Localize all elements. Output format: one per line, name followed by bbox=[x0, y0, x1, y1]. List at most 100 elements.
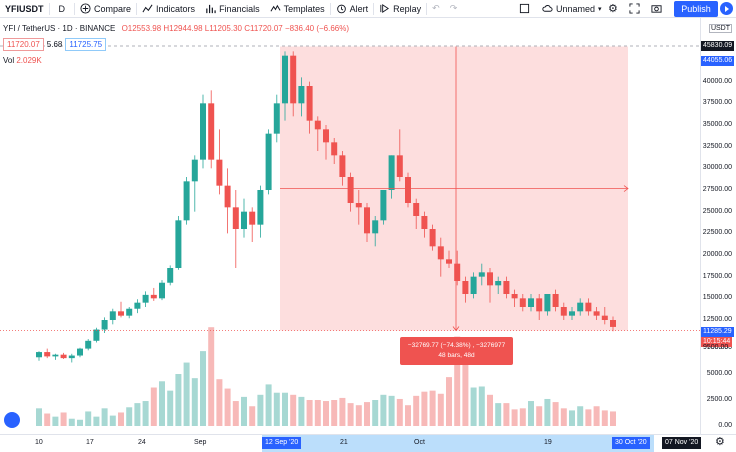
candle-body[interactable] bbox=[323, 129, 329, 143]
candle-body[interactable] bbox=[585, 302, 592, 312]
candle-body[interactable] bbox=[44, 352, 51, 357]
play-icon[interactable] bbox=[720, 2, 733, 15]
candle-body[interactable] bbox=[519, 298, 526, 307]
candle-body[interactable] bbox=[396, 155, 403, 177]
candle-body[interactable] bbox=[306, 86, 313, 121]
candle-body[interactable] bbox=[126, 308, 133, 316]
layout-toggle-button[interactable] bbox=[514, 0, 538, 18]
compare-button[interactable]: Compare bbox=[75, 0, 136, 18]
candle-body[interactable] bbox=[101, 320, 108, 330]
candle-body[interactable] bbox=[183, 181, 190, 221]
arrow-down-icon bbox=[452, 326, 460, 332]
snapshot-button[interactable] bbox=[646, 0, 670, 18]
time-axis[interactable]: 10 17 24 Sep 21 Oct 19 12 Sep '20 30 Oct '20 0… bbox=[0, 434, 736, 452]
volume-bar bbox=[446, 377, 452, 426]
candle-body[interactable] bbox=[282, 55, 288, 104]
candle-body[interactable] bbox=[347, 177, 354, 203]
candle-body[interactable] bbox=[446, 259, 452, 264]
candle-body[interactable] bbox=[577, 302, 584, 312]
candle-body[interactable] bbox=[232, 207, 239, 229]
candle-body[interactable] bbox=[273, 103, 280, 134]
candle-body[interactable] bbox=[355, 203, 362, 208]
price-axis[interactable]: USDT 42500.0040000.0037500.0035000.00325… bbox=[700, 18, 736, 434]
candle-body[interactable] bbox=[544, 294, 551, 312]
candle-body[interactable] bbox=[257, 190, 264, 225]
tradingview-logo-icon[interactable] bbox=[4, 412, 20, 428]
candle-body[interactable] bbox=[462, 281, 469, 294]
candle-body[interactable] bbox=[454, 263, 461, 281]
price-chart[interactable] bbox=[0, 18, 700, 434]
candle-body[interactable] bbox=[68, 355, 75, 359]
candle-body[interactable] bbox=[610, 320, 616, 327]
undo-button[interactable]: ↶ bbox=[427, 0, 445, 18]
candle-body[interactable] bbox=[569, 311, 575, 316]
buy-price[interactable]: 11725.75 bbox=[65, 38, 107, 51]
financials-button[interactable]: Financials bbox=[200, 0, 265, 18]
candle-body[interactable] bbox=[437, 246, 444, 260]
candle-body[interactable] bbox=[364, 207, 370, 234]
candle-body[interactable] bbox=[265, 133, 272, 190]
candle-body[interactable] bbox=[593, 311, 600, 316]
publish-button[interactable]: Publish bbox=[674, 1, 718, 17]
candle-body[interactable] bbox=[470, 276, 477, 294]
candle-body[interactable] bbox=[241, 211, 247, 229]
candle-body[interactable] bbox=[109, 311, 116, 320]
symbol-search-button[interactable]: YFIUSDT bbox=[0, 0, 49, 18]
candle-body[interactable] bbox=[93, 329, 100, 341]
candle-body[interactable] bbox=[224, 185, 231, 208]
replay-button[interactable]: Replay bbox=[374, 0, 426, 18]
candle-body[interactable] bbox=[290, 55, 297, 104]
candle-body[interactable] bbox=[134, 302, 141, 309]
candle-body[interactable] bbox=[298, 86, 305, 104]
candle-body[interactable] bbox=[216, 159, 223, 186]
candle-body[interactable] bbox=[85, 340, 92, 349]
candle-body[interactable] bbox=[118, 311, 124, 316]
candle-body[interactable] bbox=[487, 272, 493, 286]
candle-body[interactable] bbox=[331, 142, 338, 156]
candle-body[interactable] bbox=[372, 220, 379, 234]
candle-body[interactable] bbox=[511, 294, 518, 299]
candle-body[interactable] bbox=[314, 120, 321, 130]
candle-body[interactable] bbox=[495, 281, 502, 286]
candle-body[interactable] bbox=[191, 159, 198, 182]
candle-body[interactable] bbox=[429, 229, 436, 247]
redo-button[interactable]: ↷ bbox=[445, 0, 463, 18]
candle-body[interactable] bbox=[405, 177, 411, 203]
layout-name-button[interactable]: Unnamed ▾ bbox=[537, 0, 607, 18]
candle-body[interactable] bbox=[150, 294, 157, 299]
candle-body[interactable] bbox=[52, 354, 59, 357]
templates-button[interactable]: Templates bbox=[265, 0, 330, 18]
settings-button[interactable]: ⚙ bbox=[603, 0, 623, 18]
candle-body[interactable] bbox=[601, 315, 608, 320]
candle-body[interactable] bbox=[249, 211, 256, 225]
candle-body[interactable] bbox=[60, 354, 67, 359]
candle-body[interactable] bbox=[36, 352, 42, 358]
gear-icon[interactable]: ⚙ bbox=[715, 436, 725, 448]
fullscreen-button[interactable] bbox=[624, 0, 648, 18]
price-tick: 30000.00 bbox=[702, 164, 732, 172]
interval-button[interactable]: D bbox=[50, 0, 75, 18]
candle-body[interactable] bbox=[503, 281, 510, 294]
candle-body[interactable] bbox=[142, 294, 149, 303]
candle-body[interactable] bbox=[339, 155, 346, 177]
candle-body[interactable] bbox=[380, 190, 387, 221]
candle-body[interactable] bbox=[200, 103, 206, 160]
candle-body[interactable] bbox=[421, 216, 428, 229]
alert-button[interactable]: Alert bbox=[331, 0, 374, 18]
indicators-button[interactable]: Indicators bbox=[137, 0, 200, 18]
candle-body[interactable] bbox=[167, 268, 174, 283]
candle-body[interactable] bbox=[77, 348, 83, 356]
candle-body[interactable] bbox=[552, 294, 559, 307]
candle-body[interactable] bbox=[560, 307, 567, 316]
candle-body[interactable] bbox=[528, 298, 534, 307]
candle-body[interactable] bbox=[208, 103, 215, 160]
candle-body[interactable] bbox=[478, 272, 485, 277]
candle-body[interactable] bbox=[413, 203, 420, 216]
candle-body[interactable] bbox=[175, 220, 182, 268]
volume-bar bbox=[159, 381, 165, 426]
sell-price[interactable]: 11720.07 bbox=[3, 38, 44, 51]
candle-body[interactable] bbox=[159, 282, 165, 299]
candle-body[interactable] bbox=[388, 155, 395, 190]
candle-body[interactable] bbox=[536, 298, 543, 312]
volume-bar bbox=[118, 412, 124, 426]
